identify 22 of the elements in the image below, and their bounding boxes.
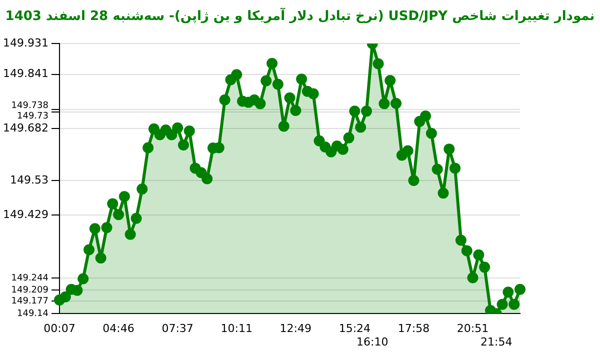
- x-tick-label: 07:37: [162, 322, 194, 336]
- y-tick-label: 149.244: [11, 273, 49, 284]
- x-tick-label: 10:11: [220, 322, 252, 336]
- y-tick-label: 149.738: [11, 100, 49, 111]
- x-tick-label: 21:54: [480, 335, 512, 348]
- y-tick-label: 149.931: [2, 36, 48, 50]
- y-tick-label: 149.73: [16, 112, 48, 122]
- x-tick-label: 12:49: [280, 322, 312, 336]
- y-tick-label: 149.14: [16, 308, 49, 319]
- x-tick-label: 16:10: [356, 335, 388, 348]
- y-tick-label: 149.53: [10, 173, 48, 186]
- y-tick-label: 149.682: [2, 121, 48, 134]
- x-tick-label: 17:58: [398, 322, 430, 336]
- x-tick-label: 04:46: [102, 322, 134, 336]
- x-tick-label: 20:51: [456, 322, 489, 336]
- y-tick-label: 149.209: [11, 285, 49, 296]
- chart-title: نمودار تغییرات شاخص USD/JPY (نرخ تبادل دلار آمریکا و ین ژاپن)- سه‌شنبه 28 اسفند 1403: [4, 6, 596, 26]
- y-tick-label: 149.429: [2, 208, 48, 221]
- x-tick-label: 00:07: [44, 322, 76, 336]
- y-tick-label: 149.177: [11, 296, 48, 306]
- y-tick-label: 149.841: [2, 67, 48, 80]
- x-tick-label: 15:24: [338, 322, 371, 336]
